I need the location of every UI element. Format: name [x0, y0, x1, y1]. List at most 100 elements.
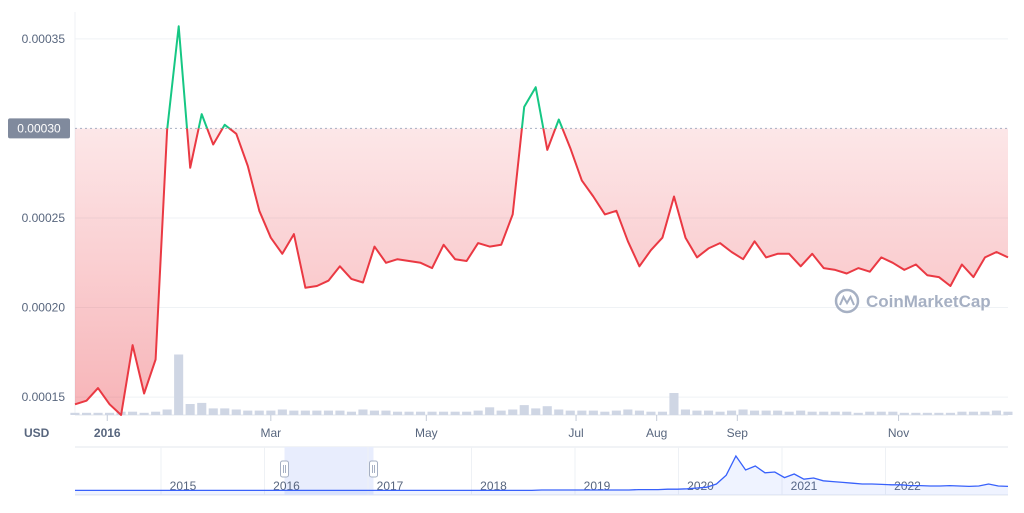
volume-bar	[784, 411, 794, 415]
watermark-text: CoinMarketCap	[866, 292, 991, 311]
x-tick-label: Jul	[568, 426, 583, 440]
volume-bar	[346, 411, 356, 415]
volume-bar	[542, 406, 552, 415]
volume-bar	[796, 410, 806, 415]
volume-bar	[358, 409, 368, 415]
volume-bar	[496, 410, 506, 415]
volume-bar	[980, 411, 990, 415]
navigator-year-label: 2016	[273, 479, 300, 493]
volume-bar	[277, 409, 287, 415]
volume-bar	[70, 412, 80, 415]
volume-bar	[738, 409, 748, 415]
volume-bars	[70, 354, 1013, 415]
x-axis: 2016 Mar May Jul Aug Sep Nov	[94, 415, 909, 440]
volume-bar	[554, 409, 564, 415]
navigator-year-label: 2020	[687, 479, 714, 493]
volume-bar	[416, 411, 426, 415]
handle-grip-icon[interactable]	[369, 460, 379, 478]
volume-bar	[750, 410, 760, 415]
volume-bar	[174, 354, 184, 415]
volume-bar	[899, 412, 909, 415]
price-line-below-reference[interactable]	[74, 26, 1009, 416]
volume-bar	[876, 411, 886, 415]
volume-bar	[623, 409, 633, 415]
navigator-year-label: 2015	[170, 479, 197, 493]
volume-bar	[393, 411, 403, 415]
price-line-above-reference[interactable]	[75, 25, 1008, 415]
volume-bar	[957, 411, 967, 415]
volume-bar	[473, 410, 483, 415]
y-axis: 0.00015 0.00020 0.00025 0.00035	[22, 32, 66, 404]
volume-bar	[888, 411, 898, 415]
volume-bar	[761, 410, 771, 415]
volume-bar	[865, 411, 875, 415]
volume-bar	[669, 393, 679, 415]
x-tick-label: Mar	[260, 426, 281, 440]
volume-bar	[704, 410, 714, 415]
volume-bar	[369, 410, 379, 415]
volume-bar	[945, 412, 955, 415]
volume-bar	[611, 410, 621, 415]
volume-bar	[139, 412, 149, 415]
navigator-year-label: 2017	[377, 479, 404, 493]
navigator-left-handle[interactable]	[280, 460, 289, 478]
price-line[interactable]	[74, 25, 1009, 416]
volume-bar	[462, 411, 472, 415]
volume-bar	[231, 409, 241, 415]
volume-bar	[807, 411, 817, 415]
volume-bar	[934, 412, 944, 415]
navigator-line	[75, 454, 1009, 492]
volume-bar	[266, 410, 276, 415]
volume-bar	[577, 410, 587, 415]
volume-bar	[531, 408, 541, 415]
navigator-year-label: 2021	[791, 479, 818, 493]
volume-bar	[323, 410, 333, 415]
handle-grip-icon[interactable]	[280, 460, 289, 478]
volume-bar	[588, 410, 598, 415]
volume-bar	[105, 412, 115, 415]
volume-bar	[208, 408, 218, 415]
y-tick-label: 0.00020	[22, 301, 66, 315]
volume-bar	[830, 411, 840, 415]
x-tick-label: 2016	[94, 426, 121, 440]
volume-bar	[128, 411, 138, 415]
volume-bar	[508, 409, 518, 415]
volume-bar	[93, 412, 103, 415]
y-tick-label: 0.00035	[22, 32, 66, 46]
navigator-right-handle[interactable]	[369, 460, 379, 478]
volume-bar	[335, 410, 345, 415]
volume-bar	[922, 412, 932, 415]
volume-bar	[243, 410, 253, 415]
volume-bar	[450, 411, 460, 415]
volume-bar	[197, 402, 207, 415]
volume-bar	[600, 411, 610, 415]
x-tick-label: Aug	[646, 426, 667, 440]
reference-label: 0.00030	[17, 121, 61, 135]
area-below-reference	[75, 128, 1008, 415]
volume-bar	[151, 411, 161, 415]
navigator-year-label: 2022	[894, 479, 921, 493]
reference-label-badge	[8, 118, 70, 139]
navigator[interactable]: 2015 2016 2017 2018 2019 2020 2021 2022	[75, 446, 1009, 496]
volume-bar	[220, 408, 230, 415]
volume-bar	[162, 409, 172, 415]
volume-bar	[300, 410, 310, 415]
volume-bar	[968, 411, 978, 415]
volume-bar	[634, 410, 644, 415]
volume-bar	[773, 410, 783, 415]
volume-bar	[692, 410, 702, 415]
y-tick-label: 0.00015	[22, 390, 66, 404]
currency-label: USD	[24, 426, 50, 440]
volume-bar	[254, 410, 264, 415]
volume-bar	[427, 411, 437, 415]
volume-bar	[853, 412, 863, 415]
volume-bar	[1003, 411, 1013, 415]
navigator-selection[interactable]	[284, 447, 374, 495]
volume-bar	[519, 405, 529, 415]
volume-bar	[404, 411, 414, 415]
volume-bar	[312, 410, 322, 415]
navigator-year-label: 2018	[480, 479, 507, 493]
volume-bar	[646, 411, 656, 415]
volume-bar	[680, 409, 690, 415]
